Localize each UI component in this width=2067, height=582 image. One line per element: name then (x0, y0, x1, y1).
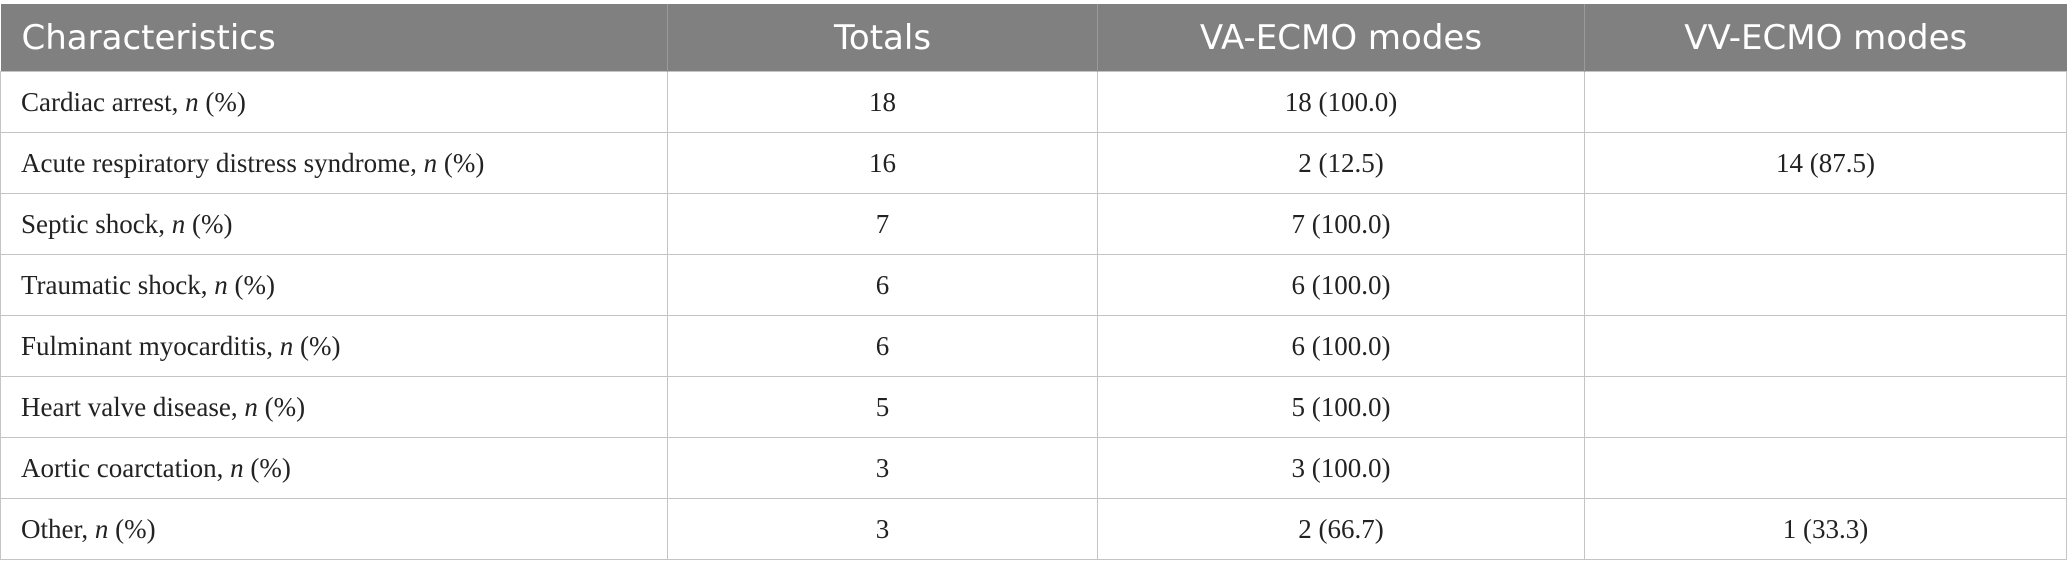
cell-va-ecmo: 2 (66.7) (1097, 498, 1585, 560)
cell-vv-ecmo (1584, 376, 2067, 438)
cell-vv-ecmo (1584, 437, 2067, 499)
cell-vv-ecmo (1584, 254, 2067, 316)
row-label-text: Aortic coarctation, (21, 452, 224, 483)
row-label-n: n (94, 513, 109, 544)
cell-vv-ecmo (1584, 71, 2067, 133)
cell-vv-ecmo: 1 (33.3) (1584, 498, 2067, 560)
row-label-text: Heart valve disease, (21, 391, 238, 422)
row-label-pct: (%) (250, 452, 291, 483)
row-label: Traumatic shock, n (%) (0, 254, 668, 316)
table-row: Fulminant myocarditis, n (%) 6 6 (100.0) (0, 315, 2067, 377)
row-label-pct: (%) (115, 513, 156, 544)
header-vv-ecmo: VV-ECMO modes (1584, 4, 2067, 72)
table-body: Cardiac arrest, n (%) 18 18 (100.0) Acut… (0, 71, 2067, 560)
cell-totals: 18 (667, 71, 1098, 133)
row-label-text: Septic shock, (21, 208, 165, 239)
row-label: Septic shock, n (%) (0, 193, 668, 255)
row-label-n: n (214, 269, 228, 300)
table-row: Traumatic shock, n (%) 6 6 (100.0) (0, 254, 2067, 316)
cell-totals: 16 (667, 132, 1098, 194)
row-label-pct: (%) (299, 330, 341, 361)
row-label-n: n (185, 86, 199, 117)
cell-totals: 6 (667, 315, 1098, 377)
cell-vv-ecmo (1584, 193, 2067, 255)
cell-totals: 3 (667, 437, 1098, 499)
cell-va-ecmo: 3 (100.0) (1097, 437, 1585, 499)
row-label-pct: (%) (443, 147, 485, 178)
cell-va-ecmo: 6 (100.0) (1097, 315, 1585, 377)
row-label-pct: (%) (191, 208, 233, 239)
row-label-n: n (423, 147, 438, 178)
table-header: Characteristics Totals VA-ECMO modes VV-… (0, 4, 2067, 72)
row-label: Aortic coarctation, n (%) (0, 437, 668, 499)
header-totals: Totals (667, 4, 1098, 72)
cell-totals: 6 (667, 254, 1098, 316)
row-label-pct: (%) (234, 269, 275, 300)
row-label: Fulminant myocarditis, n (%) (0, 315, 668, 377)
row-label-text: Acute respiratory distress syndrome, (21, 147, 417, 178)
cell-va-ecmo: 18 (100.0) (1097, 71, 1585, 133)
row-label-pct: (%) (205, 86, 246, 117)
table-row: Heart valve disease, n (%) 5 5 (100.0) (0, 376, 2067, 438)
cell-va-ecmo: 5 (100.0) (1097, 376, 1585, 438)
cell-va-ecmo: 2 (12.5) (1097, 132, 1585, 194)
cell-vv-ecmo: 14 (87.5) (1584, 132, 2067, 194)
row-label-text: Traumatic shock, (21, 269, 208, 300)
characteristics-table: Characteristics Totals VA-ECMO modes VV-… (0, 4, 2067, 560)
table-row: Cardiac arrest, n (%) 18 18 (100.0) (0, 71, 2067, 133)
table-row: Acute respiratory distress syndrome, n (… (0, 132, 2067, 194)
cell-va-ecmo: 7 (100.0) (1097, 193, 1585, 255)
table-row: Aortic coarctation, n (%) 3 3 (100.0) (0, 437, 2067, 499)
row-label: Cardiac arrest, n (%) (0, 71, 668, 133)
row-label-n: n (244, 391, 258, 422)
row-label: Acute respiratory distress syndrome, n (… (0, 132, 668, 194)
cell-totals: 7 (667, 193, 1098, 255)
table-row: Other, n (%) 3 2 (66.7) 1 (33.3) (0, 498, 2067, 560)
cell-totals: 3 (667, 498, 1098, 560)
cell-vv-ecmo (1584, 315, 2067, 377)
cell-totals: 5 (667, 376, 1098, 438)
table-row: Septic shock, n (%) 7 7 (100.0) (0, 193, 2067, 255)
row-label: Heart valve disease, n (%) (0, 376, 668, 438)
cell-va-ecmo: 6 (100.0) (1097, 254, 1585, 316)
row-label-n: n (279, 330, 294, 361)
header-row: Characteristics Totals VA-ECMO modes VV-… (0, 4, 2067, 72)
row-label-text: Cardiac arrest, (21, 86, 179, 117)
row-label-text: Fulminant myocarditis, (21, 330, 273, 361)
row-label: Other, n (%) (0, 498, 668, 560)
row-label-n: n (171, 208, 186, 239)
row-label-text: Other, (21, 513, 89, 544)
header-va-ecmo: VA-ECMO modes (1097, 4, 1585, 72)
header-characteristics: Characteristics (0, 4, 668, 72)
row-label-pct: (%) (264, 391, 306, 422)
row-label-n: n (230, 452, 244, 483)
